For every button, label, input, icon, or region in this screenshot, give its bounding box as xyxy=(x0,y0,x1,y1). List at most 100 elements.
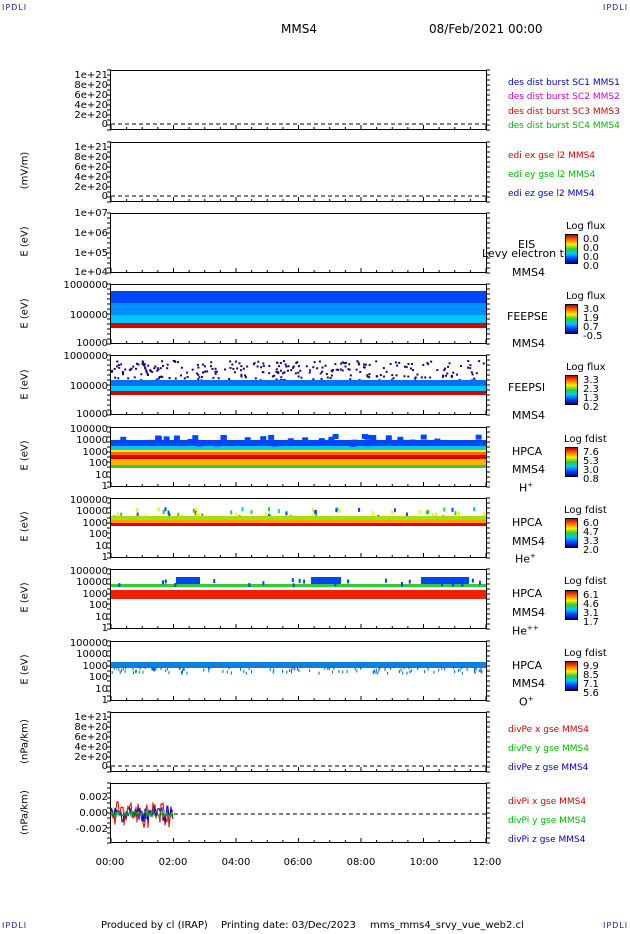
feepsi-speckle xyxy=(286,369,289,372)
hpca-he-speckle xyxy=(250,510,253,515)
hpca-h-speckle xyxy=(328,436,335,442)
hpca-o-speckle xyxy=(458,669,460,673)
feepsi-speckle xyxy=(180,366,183,369)
hpca-o-speckle xyxy=(308,669,310,673)
hpca-o-speckle xyxy=(423,670,425,674)
feepsi-speckle xyxy=(392,377,395,380)
p7-ytick: 10000 xyxy=(76,506,108,517)
feepsi-speckle xyxy=(325,372,328,375)
feepsi-speckle xyxy=(158,376,161,379)
hpca-h-band xyxy=(111,440,486,448)
hpca-hepp-speckle xyxy=(400,582,403,587)
feepsi-speckle xyxy=(210,365,213,368)
hpca-o-speckle xyxy=(125,666,127,670)
p6-spacecraft: MMS4 xyxy=(512,463,545,476)
hpca-o-speckle xyxy=(297,667,299,671)
feepsi-speckle xyxy=(349,374,352,377)
feepsi-speckle xyxy=(262,364,265,367)
feepsi-speckle xyxy=(290,369,293,372)
feepsi-speckle xyxy=(280,369,283,372)
feepsi-speckle xyxy=(324,364,327,367)
p1-legend-item: des dist burst SC1 MMS1 xyxy=(508,78,620,88)
p5-ylabel: E (eV) xyxy=(19,369,31,400)
hpca-o-speckle xyxy=(182,667,184,671)
hpca-o-speckle xyxy=(427,667,429,671)
hpca-o-speckle xyxy=(384,667,386,671)
feepsi-speckle xyxy=(252,363,255,366)
hpca-he-speckle xyxy=(194,511,197,516)
p11-legend-item: divPi z gse MMS4 xyxy=(508,835,586,845)
hpca-o-speckle xyxy=(113,667,115,671)
panel-10-frame xyxy=(110,712,487,772)
feepsi-speckle xyxy=(430,360,433,363)
hpca-he-speckle xyxy=(194,508,197,513)
feepsi-speckle xyxy=(347,368,350,371)
feepsi-speckle xyxy=(173,360,176,363)
feepsi-speckle xyxy=(196,363,199,366)
feepsi-speckle xyxy=(309,369,312,372)
feepsi-speckle xyxy=(147,364,150,367)
hpca-hepp-speckle xyxy=(291,578,294,583)
p11-legend-item: divPi x gse MMS4 xyxy=(508,797,587,807)
hpca-he-speckle xyxy=(312,508,315,513)
hpca-h-speckle xyxy=(400,439,407,445)
hpca-h-band xyxy=(111,465,486,468)
feepsi-speckle xyxy=(475,372,478,375)
p2-legend-item: edi ez gse l2 MMS4 xyxy=(508,189,595,199)
hpca-he-speckle xyxy=(157,507,160,512)
p10-legend-item: divPe z gse MMS4 xyxy=(508,763,589,773)
hpca-h-band xyxy=(111,455,486,459)
feepsi-speckle xyxy=(459,365,462,368)
feepsi-speckle xyxy=(116,360,119,363)
feepsi-speckle xyxy=(120,363,123,366)
p3-colorbar-value: 0.0 xyxy=(583,243,599,254)
p8-colorbar-value: 1.7 xyxy=(583,617,599,628)
p6-colorbar-title: Log fdist xyxy=(564,434,607,445)
p10-ytick: 1e+21 xyxy=(74,712,108,723)
feepsi-speckle xyxy=(283,371,286,374)
feepsi-speckle xyxy=(217,377,220,380)
feepsi-speckle xyxy=(355,368,358,371)
feepsi-speckle xyxy=(292,366,295,369)
hpca-hepp-speckle xyxy=(441,582,444,587)
hpca-hepp-speckle xyxy=(451,582,454,587)
p5-ytick: 10000 xyxy=(76,409,108,420)
feepsi-speckle xyxy=(385,370,388,373)
hpca-o-speckle xyxy=(167,667,169,671)
hpca-he-speckle xyxy=(201,513,204,518)
hpca-o-speckle xyxy=(333,666,335,670)
feepsi-speckle xyxy=(478,360,481,363)
feepsi-speckle xyxy=(160,375,163,378)
hpca-o-speckle xyxy=(228,666,230,670)
hpca-hepp-speckle xyxy=(334,582,337,587)
hpca-hepp-speckle xyxy=(174,582,177,587)
hpca-hepp-speckle xyxy=(213,579,216,584)
feepsi-speckle xyxy=(308,371,311,374)
feepsi-speckle xyxy=(279,361,282,364)
p4-colorbar-value: -0.5 xyxy=(583,331,603,342)
p9-colorbar xyxy=(565,661,578,691)
hpca-o-speckle xyxy=(377,671,379,675)
hpca-o-speckle xyxy=(135,670,137,674)
feepsi-speckle xyxy=(234,360,237,363)
hpca-o-speckle xyxy=(165,669,167,673)
feepsi-speckle xyxy=(467,360,470,363)
p7-colorbar xyxy=(565,518,578,548)
p1-ytick: 8e+20 xyxy=(74,80,108,91)
footer-printing-date: Printing date: 03/Dec/2023 xyxy=(221,920,357,931)
feepsi-speckle xyxy=(141,360,144,363)
p2-ytick: 0 xyxy=(101,191,108,202)
p4-colorbar xyxy=(565,304,578,334)
p8-ytick: 10000 xyxy=(76,577,108,588)
p2-ytick: 2e+20 xyxy=(74,182,108,193)
feepsi-speckle xyxy=(305,365,308,368)
p3-instrument: EIS xyxy=(518,238,536,251)
feepsi-speckle xyxy=(244,376,247,379)
p9-ytick: 1 xyxy=(101,695,108,706)
hpca-he-speckle xyxy=(338,508,341,513)
hpca-o-speckle xyxy=(122,667,124,671)
hpca-o-speckle xyxy=(406,671,408,675)
feepsi-speckle xyxy=(394,361,397,364)
feepsi-speckle xyxy=(382,367,385,370)
